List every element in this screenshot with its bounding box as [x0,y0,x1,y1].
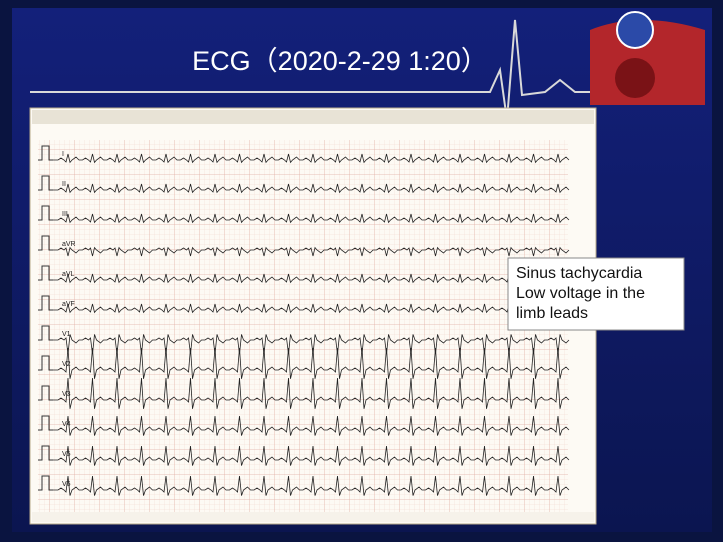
lead-label: aVR [62,241,76,248]
lead-label: V2 [62,361,71,368]
lead-label: aVL [62,271,75,278]
logo [590,12,705,105]
lead-label: V1 [62,331,71,338]
lead-label: V6 [62,481,71,488]
lead-label: V5 [62,451,71,458]
annotation-line: Sinus tachycardia [516,265,642,282]
lead-label: V4 [62,421,71,428]
slide: ECG（2020-2-29 1:20） IIIIIIaVRaVLaVFV1V2V… [0,0,723,542]
ecg-grid [38,140,568,512]
status-bar [32,512,594,522]
lead-label: I [62,151,64,158]
toolbar [32,110,594,124]
lead-label: V3 [62,391,71,398]
lead-label: III [62,211,68,218]
page: ECG（2020-2-29 1:20） IIIIIIaVRaVLaVFV1V2V… [0,0,723,542]
lead-label: aVF [62,301,75,308]
lead-label: II [62,181,66,188]
annotation-line: Low voltage in the [516,285,645,302]
slide-title: ECG（2020-2-29 1:20） [192,46,488,76]
annotation-line: limb leads [516,305,588,322]
